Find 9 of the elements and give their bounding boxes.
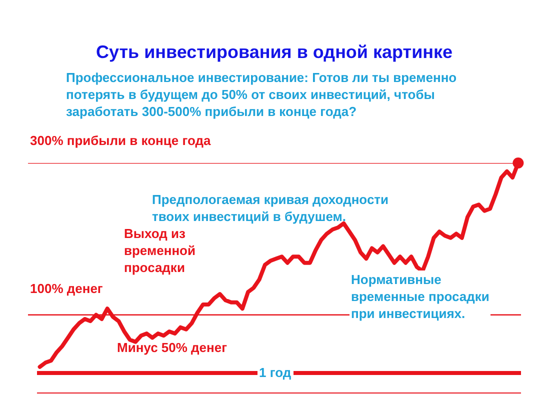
annotation: Предпологаемая кривая доходности твоих инвестиций в будушем.	[152, 192, 389, 224]
annotation: 1 год	[259, 365, 292, 380]
chart-subtitle: Профессиональное инвестирование: Готов ли ты временно потерять в будущем до 50% от своих инвестиций, чтобы заработать 300-500% прибыли в конце года?	[66, 70, 457, 119]
annotation: Выход из временной просадки	[124, 226, 196, 275]
annotation: Минус 50% денег	[117, 340, 228, 355]
ref-line-label: 300% прибыли в конце года	[30, 133, 212, 148]
annotation: Нормативные временные просадки при инвестициях.	[351, 272, 490, 321]
chart-title: Суть инвестирования в одной картинке	[96, 42, 453, 62]
ref-line-label: 100% денег	[30, 281, 104, 296]
